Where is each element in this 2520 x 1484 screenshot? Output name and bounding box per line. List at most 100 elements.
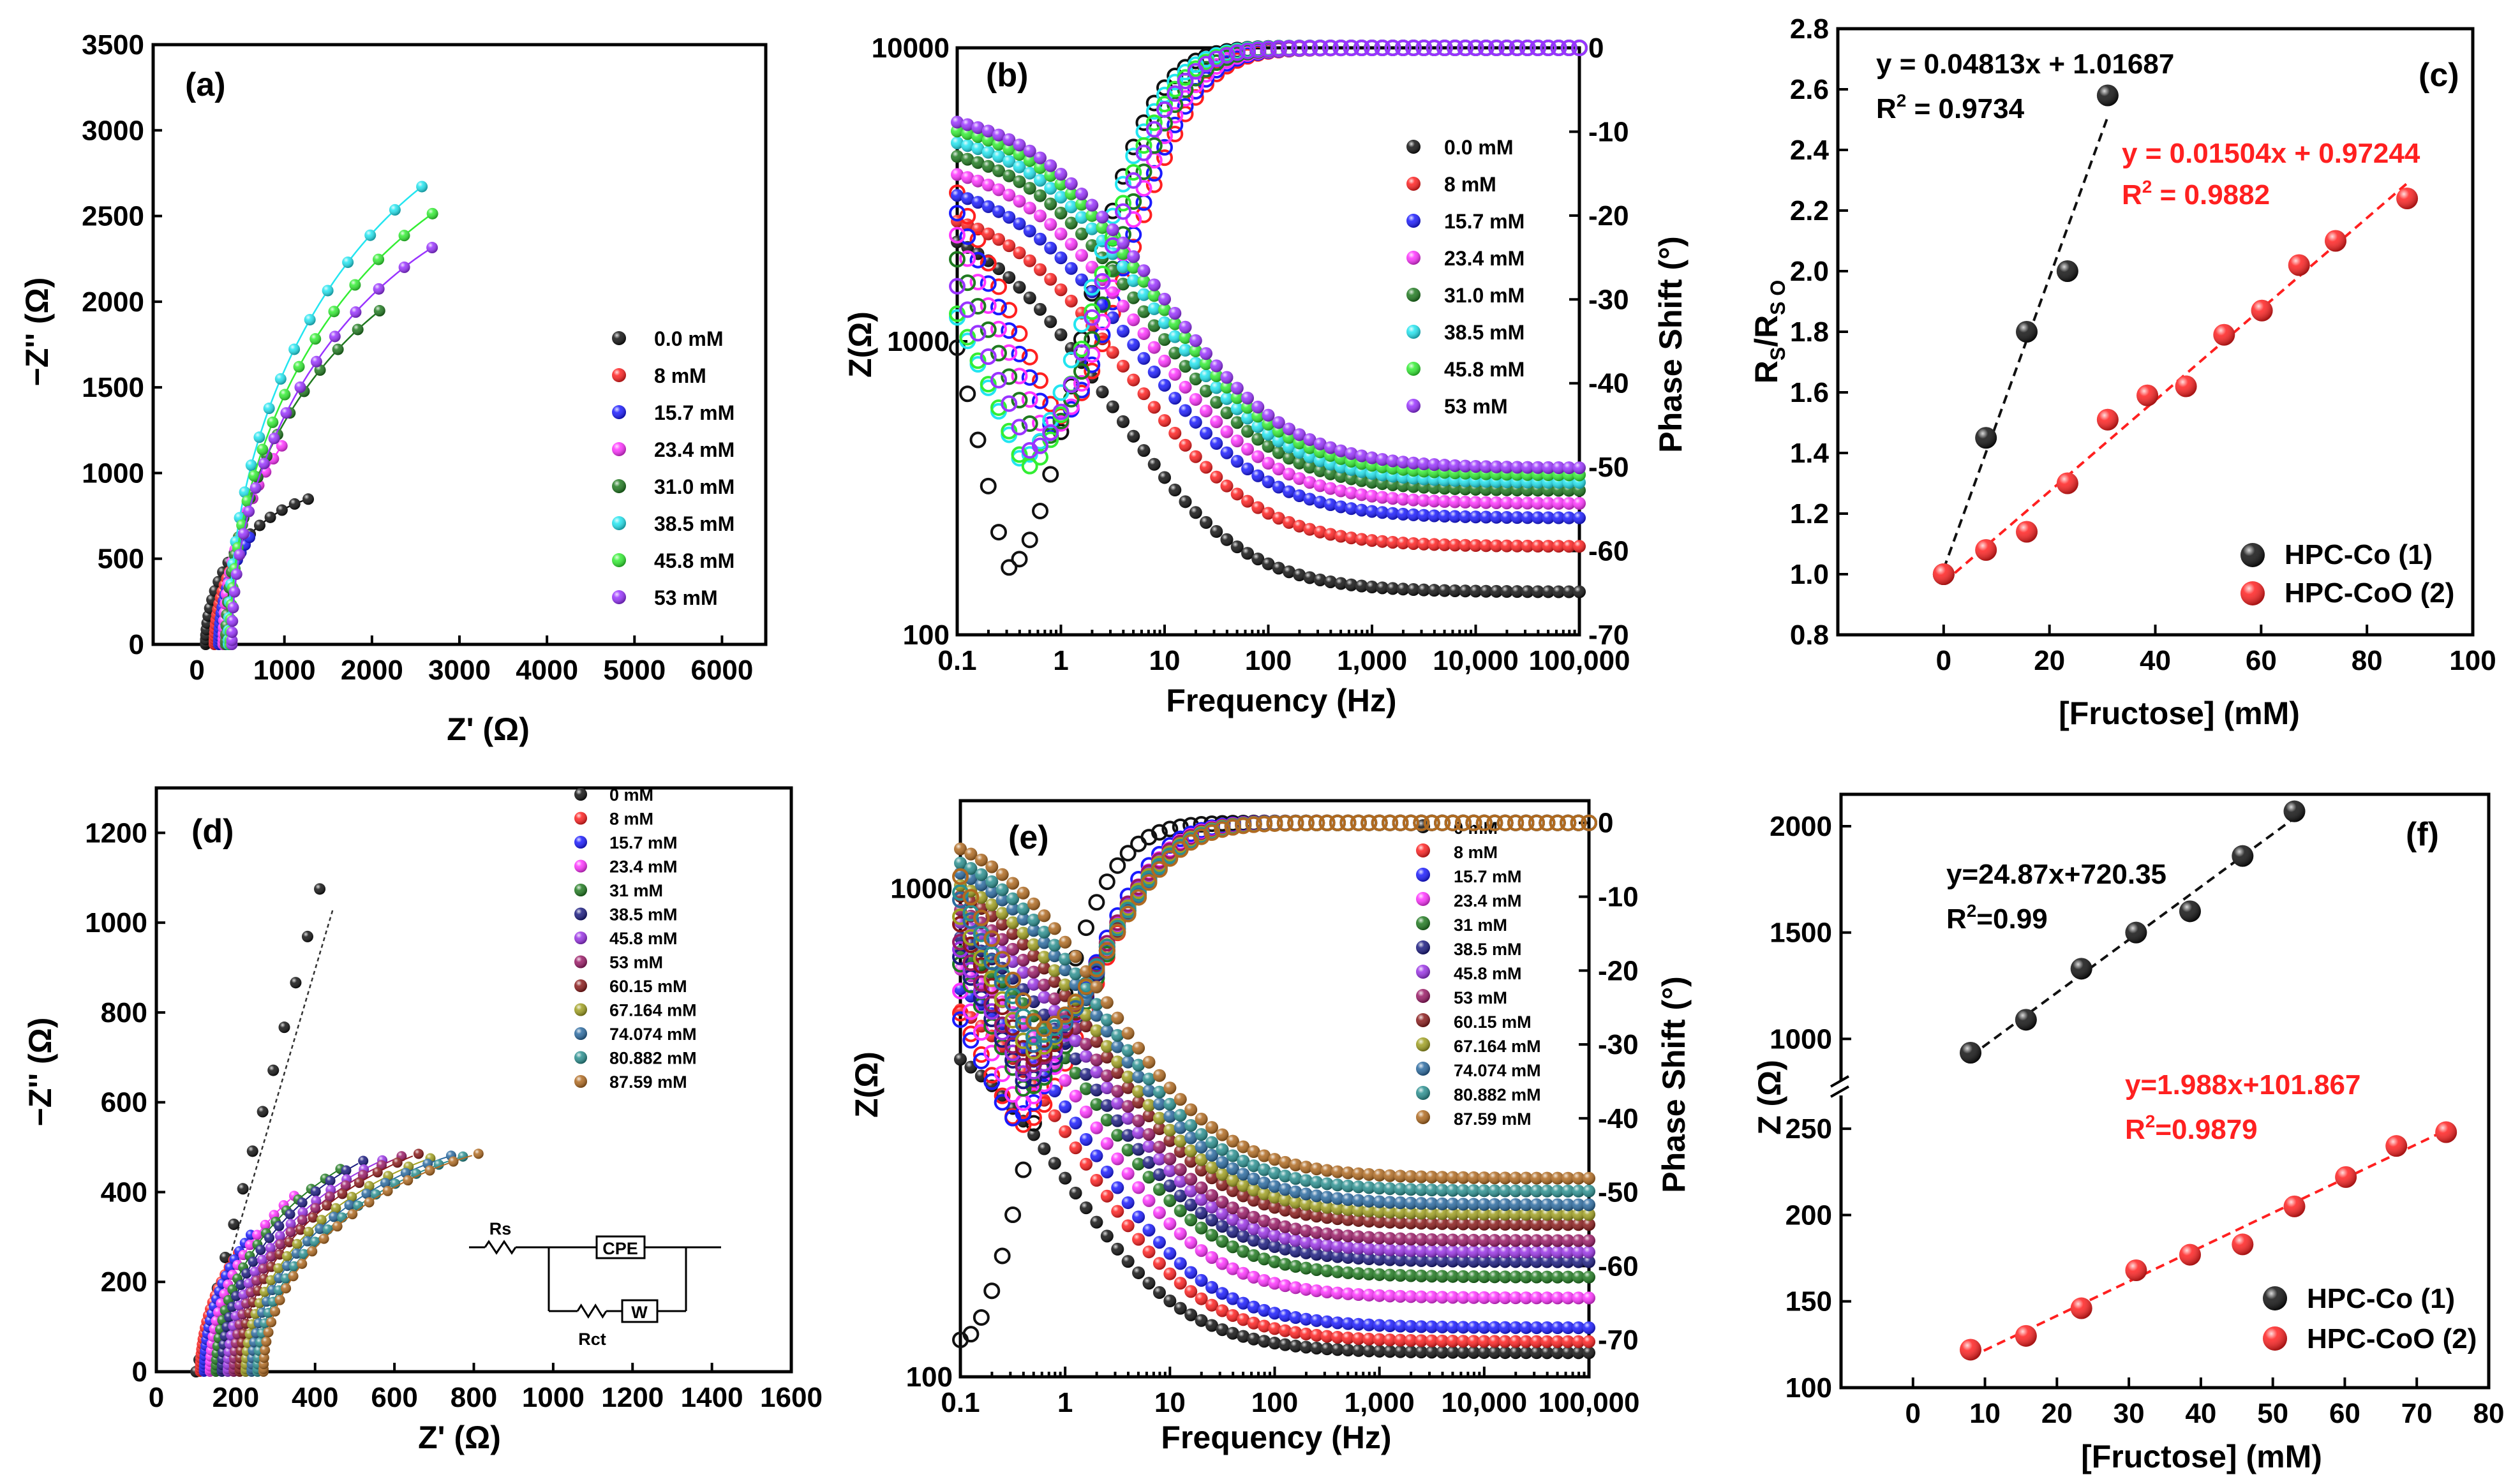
panel-b-z-point-4-23-shade bbox=[1189, 372, 1202, 385]
panel-b-z-point-1-22-shade bbox=[1179, 438, 1192, 452]
panel-e-xtick-label: 1 bbox=[1057, 1387, 1073, 1418]
panel-d-point-8-19-shade bbox=[354, 1177, 364, 1188]
panel-a-xtick-label: 5000 bbox=[603, 655, 666, 686]
circuit-rs-resistor bbox=[484, 1240, 517, 1255]
panel-b-z-point-2-36-shade bbox=[1324, 498, 1337, 511]
panel-b-z-point-5-25-shade bbox=[1210, 381, 1223, 394]
panel-b-z-point-3-56-shade bbox=[1532, 496, 1544, 510]
panel-c-point-1-4-shade bbox=[2096, 408, 2119, 431]
panel-b-z-point-7-21-shade bbox=[1168, 306, 1182, 320]
panel-b-z-point-6-3-shade bbox=[981, 133, 995, 147]
panel-b-phase-point-7-19 bbox=[1145, 121, 1163, 138]
panel-b-z-point-0-26-shade bbox=[1220, 533, 1234, 546]
panel-e-legend-marker-2-shade bbox=[1416, 868, 1430, 882]
panel-a-ytick-label: 500 bbox=[98, 544, 144, 575]
panel-b-legend-label-5: 38.5 mM bbox=[1444, 321, 1525, 344]
panel-c-point-1-6-shade bbox=[2175, 375, 2197, 397]
panel-b-z-point-3-40-shade bbox=[1366, 489, 1378, 503]
panel-d-point-3-19-shade bbox=[260, 1219, 271, 1230]
panel-b-phase-point-7-17 bbox=[1125, 172, 1142, 189]
panel-e-z-point-0-13-shade bbox=[1090, 1215, 1103, 1229]
panel-d-point-7-14-shade bbox=[275, 1239, 286, 1250]
panel-d-point-5-14-shade bbox=[255, 1245, 266, 1256]
panel-a-point-5-14-shade bbox=[288, 343, 301, 355]
panel-b-z-point-6-6-shade bbox=[1013, 148, 1026, 161]
panel-b-phase-point-7-38 bbox=[1343, 40, 1360, 57]
panel-b-z-point-2-35-shade bbox=[1313, 496, 1327, 509]
panel-b-z-point-0-58-shade bbox=[1552, 585, 1565, 598]
panel-b-z-point-3-9-shade bbox=[1044, 218, 1057, 231]
panel-a-ytick-label: 3000 bbox=[82, 115, 144, 146]
panel-c-ytick-label: 1.2 bbox=[1790, 498, 1829, 530]
panel-d-ylabel: −Z'' (Ω) bbox=[22, 1018, 58, 1127]
panel-b-z-point-5-2-shade bbox=[971, 142, 985, 155]
panel-b-phase-point-7-42 bbox=[1384, 40, 1401, 57]
panel-e-legend-label-9: 67.164 mM bbox=[1454, 1037, 1541, 1056]
panel-b-z-point-7-39-shade bbox=[1355, 449, 1368, 463]
panel-a-point-7-3-shade bbox=[227, 615, 239, 627]
panel-b-phase-point-2-22 bbox=[1177, 98, 1194, 115]
panel-d-legend-label-8: 60.15 mM bbox=[609, 977, 687, 996]
panel-c-point-1-10-shade bbox=[2325, 230, 2347, 252]
panel-a-point-7-8-shade bbox=[237, 528, 250, 540]
panel-b-z-point-1-53-shade bbox=[1500, 539, 1514, 553]
panel-d-point-5-19-shade bbox=[310, 1186, 321, 1197]
panel-e-y2tick-label: -10 bbox=[1598, 882, 1639, 913]
panel-b-z-point-2-13-shade bbox=[1085, 285, 1099, 299]
panel-e-xtick-label: 100 bbox=[1251, 1387, 1298, 1418]
panel-b-z-point-3-34-shade bbox=[1303, 476, 1316, 489]
panel-d-point-5-22-shade bbox=[358, 1155, 369, 1166]
panel-a-legend-label-6: 45.8 mM bbox=[654, 549, 734, 572]
panel-b-z-point-4-22-shade bbox=[1179, 360, 1192, 373]
panel-b-z-point-7-60-shade bbox=[1573, 461, 1586, 475]
panel-d-point-5-21-shade bbox=[341, 1165, 352, 1176]
panel-b-z-point-1-44-shade bbox=[1407, 537, 1420, 550]
panel-b-z-point-7-55-shade bbox=[1521, 461, 1534, 474]
panel-b-z-point-5-23-shade bbox=[1189, 357, 1202, 370]
panel-b-z-point-2-33-shade bbox=[1293, 489, 1306, 503]
panel-a-point-7-7-shade bbox=[234, 549, 246, 561]
panel-b-z-point-4-29-shade bbox=[1251, 433, 1265, 446]
panel-a-legend-marker-5-shade bbox=[612, 516, 626, 530]
panel-b-z-point-2-39-shade bbox=[1355, 503, 1368, 517]
panel-b-phase-point-4-1 bbox=[959, 274, 976, 292]
panel-e-y2tick-label: -30 bbox=[1598, 1029, 1639, 1060]
panel-b-z-point-6-20-shade bbox=[1158, 303, 1171, 316]
panel-b-phase-point-4-12 bbox=[1073, 363, 1090, 380]
panel-e-z-point-1-17-shade bbox=[1132, 1233, 1145, 1246]
panel-b-z-point-6-13-shade bbox=[1085, 209, 1099, 222]
panel-e-z-point-7-60-shade bbox=[1583, 1234, 1595, 1247]
panel-b-z-point-1-41-shade bbox=[1376, 535, 1389, 548]
panel-b-z-point-2-43-shade bbox=[1396, 507, 1410, 521]
panel-c-ytick-label: 0.8 bbox=[1790, 620, 1829, 651]
panel-d-legend-label-9: 67.164 mM bbox=[609, 1001, 697, 1020]
panel-b-z-point-4-33-shade bbox=[1293, 456, 1306, 470]
panel-b-phase-point-6-5 bbox=[1001, 422, 1018, 440]
panel-b-z-point-4-40-shade bbox=[1366, 475, 1378, 489]
panel-d-xtick-label: 1600 bbox=[760, 1382, 823, 1413]
panel-e-legend-marker-9-shade bbox=[1416, 1037, 1430, 1051]
panel-b-phase-point-7-8 bbox=[1032, 437, 1048, 454]
panel-e-z-point-11-11-shade bbox=[1069, 967, 1082, 981]
panel-b-z-point-2-18-shade bbox=[1137, 352, 1151, 365]
panel-b-z-point-2-46-shade bbox=[1428, 509, 1441, 523]
panel-c-r2-2-value: = 0.9882 bbox=[2152, 179, 2270, 211]
panel-b-z-point-1-21-shade bbox=[1168, 426, 1182, 440]
panel-b-z-point-2-1-shade bbox=[961, 192, 974, 205]
panel-c-r2-1-label: R bbox=[1876, 93, 1897, 124]
panel-b-z-point-0-34-shade bbox=[1303, 571, 1316, 584]
panel-a-point-6-10-shade bbox=[248, 470, 260, 482]
panel-b-phase-point-7-1 bbox=[959, 301, 976, 318]
panel-b-z-point-3-28-shade bbox=[1241, 443, 1254, 456]
panel-b-z-point-0-36-shade bbox=[1324, 575, 1337, 588]
panel-b-phase-point-6-7 bbox=[1021, 457, 1038, 475]
panel-d-legend-label-2: 15.7 mM bbox=[609, 833, 678, 852]
panel-b-z-point-2-0-shade bbox=[951, 189, 964, 202]
panel-d-xtick-label: 0 bbox=[149, 1382, 164, 1413]
panel-b-z-point-2-60-shade bbox=[1573, 511, 1586, 524]
circuit-rct-label: Rct bbox=[578, 1330, 606, 1349]
panel-b-z-point-3-3-shade bbox=[981, 179, 995, 192]
panel-b-z-point-1-50-shade bbox=[1469, 539, 1482, 553]
panel-b-z-point-2-26-shade bbox=[1220, 446, 1234, 459]
panel-e-z-point-0-14-shade bbox=[1100, 1229, 1114, 1243]
